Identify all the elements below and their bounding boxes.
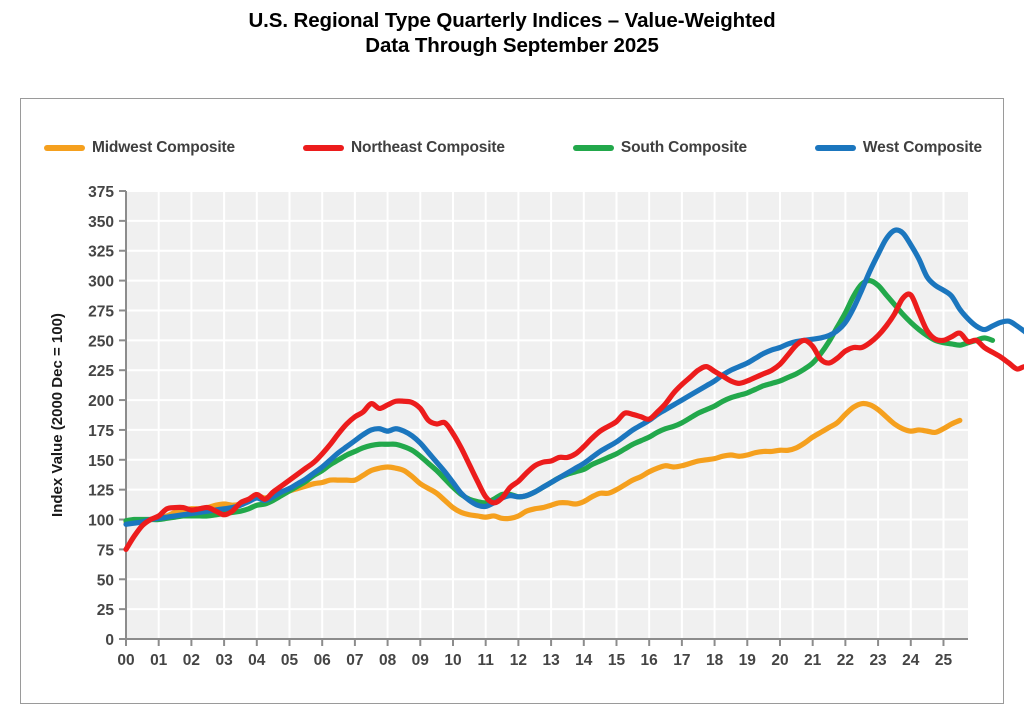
x-tick-label: 17 (673, 652, 690, 669)
x-tick-label: 00 (117, 652, 134, 669)
y-tick-label: 300 (88, 274, 114, 291)
legend-swatch-south (572, 145, 614, 151)
legend-label-south: South Composite (620, 139, 747, 156)
y-tick-label: 50 (97, 572, 114, 589)
x-tick-label: 19 (739, 652, 757, 669)
x-tick-label: 15 (608, 652, 626, 669)
y-tick-label: 225 (88, 363, 114, 380)
series-line-northeast (123, 291, 1024, 552)
y-axis-title-text: Index Value (2000 Dec = 100) (49, 313, 66, 517)
x-tick-label: 21 (804, 652, 822, 669)
legend-swatch-northeast (302, 145, 344, 151)
x-tick-label: 22 (837, 652, 854, 669)
legend-swatch-west (814, 145, 856, 151)
x-tick-label: 01 (150, 652, 168, 669)
data-series (123, 227, 1024, 552)
y-tick-label: 175 (88, 423, 114, 440)
legend-item-midwest[interactable]: Midwest Composite (44, 139, 235, 157)
x-tick-label: 11 (477, 652, 494, 669)
chart-legend: Midwest Composite Northeast Composite So… (20, 133, 1004, 163)
x-tick-label: 20 (771, 652, 788, 669)
y-axis-title: Index Value (2000 Dec = 100) (49, 313, 66, 517)
y-tick-label: 100 (88, 513, 114, 530)
x-tick-label: 14 (575, 652, 593, 669)
y-tick-label: 375 (88, 184, 114, 201)
x-tick-label: 08 (379, 652, 397, 669)
legend-item-west[interactable]: West Composite (814, 139, 982, 157)
x-tick-label: 07 (346, 652, 363, 669)
x-tick-label: 13 (542, 652, 560, 669)
x-tick-label: 25 (935, 652, 953, 669)
legend-label-west: West Composite (862, 139, 982, 156)
x-tick-label: 24 (902, 652, 920, 669)
legend-swatch-midwest (44, 145, 85, 151)
y-tick-label: 200 (88, 393, 114, 410)
x-tick-label: 10 (444, 652, 461, 669)
y-tick-label: 25 (97, 602, 115, 619)
y-tick-label: 325 (88, 244, 114, 261)
title-line-1: U.S. Regional Type Quarterly Indices – V… (248, 9, 776, 32)
y-tick-labels: 0 25 50 75 100 125 150 175 200 225 250 275 300 325 350… (88, 184, 114, 649)
legend-label-northeast: Northeast Composite (350, 139, 505, 156)
legend-item-south[interactable]: South Composite (572, 139, 747, 157)
y-tick-label: 150 (88, 453, 114, 470)
x-tick-label: 12 (510, 652, 527, 669)
legend-item-northeast[interactable]: Northeast Composite (302, 139, 505, 157)
x-tick-label: 18 (706, 652, 724, 669)
x-tick-labels: 00 01 02 03 04 05 06 07 08 09 10 11 12 13 14 15 16 17 18 19… (117, 652, 952, 669)
y-tick-label: 350 (88, 214, 114, 231)
x-tick-label: 16 (641, 652, 659, 669)
y-tick-label: 250 (88, 333, 114, 350)
series-line-west (123, 227, 1024, 527)
y-tick-label: 0 (105, 632, 114, 649)
x-tick-label: 09 (412, 652, 430, 669)
x-tick-label: 03 (215, 652, 233, 669)
y-tick-label: 275 (88, 303, 114, 320)
axes (119, 190, 968, 646)
gridlines (126, 190, 968, 639)
x-tick-label: 06 (314, 652, 332, 669)
y-tick-label: 75 (97, 542, 115, 559)
title-line-2: Data Through September 2025 (365, 34, 659, 57)
x-tick-label: 23 (869, 652, 887, 669)
legend-label-midwest: Midwest Composite (92, 139, 235, 156)
y-tick-label: 125 (88, 483, 114, 500)
x-tick-label: 05 (281, 652, 299, 669)
plot-background (126, 191, 968, 639)
chart-title: U.S. Regional Type Quarterly Indices – V… (0, 8, 1024, 58)
x-tick-label: 02 (183, 652, 200, 669)
x-tick-label: 04 (248, 652, 266, 669)
